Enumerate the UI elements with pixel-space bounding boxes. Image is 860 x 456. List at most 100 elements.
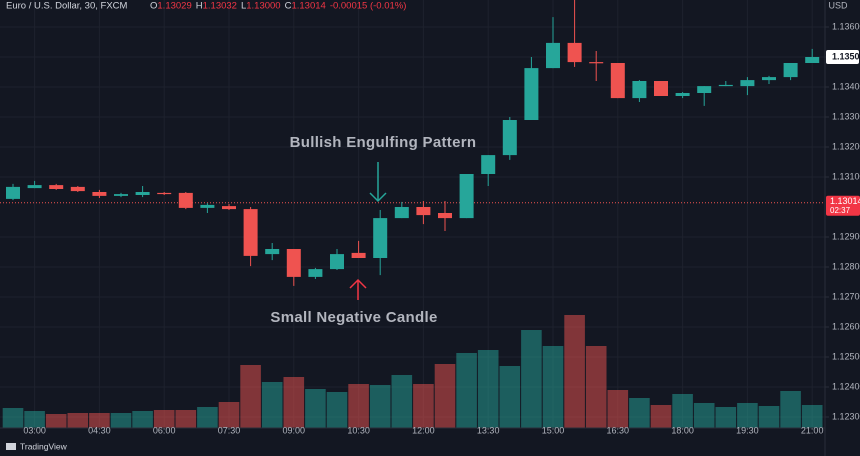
volume-bar bbox=[499, 366, 521, 428]
brand-logo bbox=[6, 443, 16, 450]
candle-body bbox=[178, 192, 193, 208]
x-tick-label: 16:30 bbox=[607, 425, 630, 435]
candle-body bbox=[200, 204, 215, 208]
y-tick-label: 1.12500 bbox=[832, 351, 860, 361]
ohlc-label: O bbox=[150, 1, 157, 12]
volume-bar bbox=[132, 411, 153, 428]
y-tick-label: 1.13300 bbox=[832, 111, 860, 121]
currency-label: USD bbox=[828, 0, 848, 10]
candle-body bbox=[805, 57, 820, 63]
ohlc-value: -0.00015 (-0.01%) bbox=[330, 1, 407, 12]
volume-bar bbox=[585, 346, 607, 428]
volume-layer bbox=[2, 315, 823, 428]
volume-bar bbox=[240, 365, 261, 428]
ohlc-header: O 1.13029 H 1.13032 L 1.13000 C 1.13014 -0.00015… bbox=[150, 1, 406, 12]
candle-body bbox=[762, 77, 776, 81]
brand: TradingView bbox=[20, 441, 68, 451]
annotation: Small Negative Candle bbox=[270, 309, 437, 326]
ohlc-value: 1.13032 bbox=[203, 1, 237, 12]
candle-body bbox=[718, 84, 733, 87]
volume-bar bbox=[650, 405, 672, 428]
candle-body bbox=[27, 185, 42, 189]
candle-body bbox=[330, 254, 344, 270]
candle-body bbox=[70, 186, 85, 192]
x-tick-label: 21:00 bbox=[801, 425, 824, 435]
y-tick-label: 1.13600 bbox=[832, 21, 860, 31]
volume-bar bbox=[391, 375, 413, 428]
y-tick-label: 1.13400 bbox=[832, 81, 860, 91]
candle-body bbox=[740, 80, 755, 87]
x-tick-label: 04:30 bbox=[88, 425, 111, 435]
ohlc-label: H bbox=[196, 1, 203, 12]
y-tick-label: 1.12800 bbox=[832, 261, 860, 271]
arrow-up bbox=[349, 278, 367, 300]
candle-body bbox=[567, 42, 582, 63]
y-tick-label: 1.13500 bbox=[832, 51, 860, 61]
candle-body bbox=[351, 252, 366, 258]
candle-body bbox=[308, 269, 323, 277]
candle-body bbox=[265, 249, 280, 255]
candle-body bbox=[438, 213, 452, 219]
grid bbox=[0, 0, 825, 428]
x-tick-label: 13:30 bbox=[477, 425, 500, 435]
arrow-down bbox=[369, 162, 387, 203]
volume-bar bbox=[780, 391, 801, 428]
candle-body bbox=[6, 186, 20, 199]
ohlc-label: C bbox=[285, 1, 292, 12]
volume-bar bbox=[564, 315, 585, 428]
volume-bar bbox=[456, 353, 477, 428]
candle-body bbox=[92, 192, 107, 196]
x-tick-label: 12:00 bbox=[412, 425, 435, 435]
x-tick-label: 03:00 bbox=[23, 425, 46, 435]
candle-body bbox=[49, 185, 64, 189]
ohlc-value: 1.13029 bbox=[157, 1, 191, 12]
y-tick-label: 1.12900 bbox=[832, 231, 860, 241]
volume-bar bbox=[369, 385, 391, 428]
last-price-label: 1.13014 bbox=[830, 196, 860, 206]
volume-bar bbox=[521, 330, 542, 428]
annotation: Bullish Engulfing Pattern bbox=[290, 134, 477, 151]
x-tick-label: 07:30 bbox=[218, 425, 241, 435]
candle-body bbox=[373, 218, 388, 258]
ohlc-label: L bbox=[241, 1, 246, 12]
y-tick-label: 1.13200 bbox=[832, 141, 860, 151]
candle-body bbox=[157, 192, 172, 195]
candle-body bbox=[783, 63, 798, 78]
ohlc-value: 1.13000 bbox=[246, 1, 280, 12]
volume-bar bbox=[715, 407, 737, 428]
candle-body bbox=[243, 209, 258, 256]
volume-bar bbox=[218, 402, 240, 428]
y-tick-label: 1.12400 bbox=[832, 381, 860, 391]
x-tick-label: 06:00 bbox=[153, 425, 176, 435]
candle-body bbox=[394, 207, 409, 219]
volume-bar bbox=[542, 346, 564, 428]
volume-bar bbox=[672, 394, 693, 428]
volume-bar bbox=[434, 364, 456, 428]
volume-bar bbox=[197, 407, 218, 428]
x-tick-label: 18:00 bbox=[671, 425, 694, 435]
volume-bar bbox=[153, 410, 175, 428]
volume-bar bbox=[607, 390, 629, 428]
volume-bar bbox=[175, 410, 197, 428]
candle-body bbox=[589, 62, 604, 64]
volume-bar bbox=[629, 398, 650, 428]
candle-body bbox=[459, 174, 474, 219]
candle-body bbox=[546, 42, 560, 69]
volume-bar bbox=[2, 408, 24, 428]
volume-bar bbox=[261, 382, 283, 428]
candle-layer bbox=[6, 0, 820, 286]
x-tick-label: 19:30 bbox=[736, 425, 759, 435]
volume-bar bbox=[737, 403, 758, 428]
volume-bar bbox=[305, 389, 326, 428]
candle-body bbox=[675, 93, 690, 96]
volume-bar bbox=[413, 384, 434, 428]
candle-body bbox=[286, 249, 301, 277]
y-tick-label: 1.12600 bbox=[832, 321, 860, 331]
x-tick-label: 09:00 bbox=[283, 425, 306, 435]
tick-highlight bbox=[826, 50, 859, 64]
y-tick-label: 1.13100 bbox=[832, 171, 860, 181]
x-tick-label: 10:30 bbox=[347, 425, 370, 435]
